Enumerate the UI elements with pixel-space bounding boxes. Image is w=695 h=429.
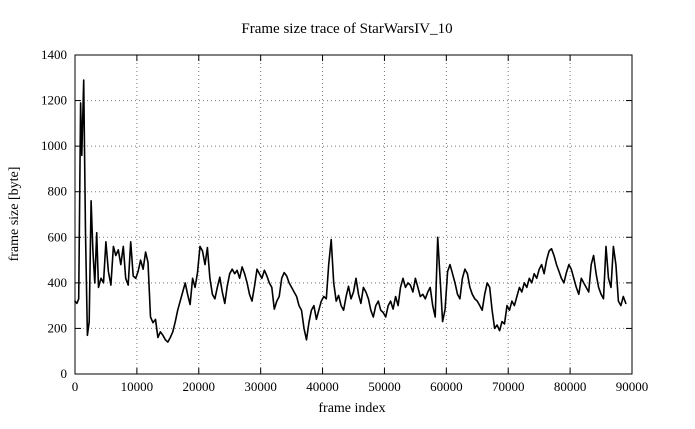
y-axis-label: frame size [byte]: [7, 167, 22, 262]
x-tick-labels: 0 10000 20000 30000 40000 50000 60000 70000 8000…: [72, 379, 649, 394]
svg-text:60000: 60000: [430, 379, 463, 394]
axis-ticks: [74, 54, 633, 375]
svg-text:20000: 20000: [183, 379, 216, 394]
svg-text:200: 200: [48, 320, 68, 335]
svg-text:0: 0: [72, 379, 79, 394]
grid-lines: [75, 55, 632, 374]
plot-border: [74, 54, 633, 375]
svg-text:50000: 50000: [368, 379, 401, 394]
svg-text:800: 800: [48, 184, 68, 199]
svg-text:1200: 1200: [41, 93, 67, 108]
chart-title: Frame size trace of StarWarsIV_10: [241, 21, 452, 37]
data-trace: [74, 79, 627, 343]
svg-text:10000: 10000: [121, 379, 154, 394]
svg-text:0: 0: [61, 366, 68, 381]
svg-text:90000: 90000: [616, 379, 649, 394]
y-tick-labels: 0 200 400 600 800 1000 1200 1400: [41, 47, 67, 381]
svg-text:1400: 1400: [41, 47, 67, 62]
svg-text:1000: 1000: [41, 138, 67, 153]
svg-text:80000: 80000: [554, 379, 587, 394]
svg-text:30000: 30000: [244, 379, 277, 394]
svg-text:70000: 70000: [492, 379, 525, 394]
svg-text:600: 600: [48, 229, 68, 244]
svg-text:40000: 40000: [306, 379, 339, 394]
x-axis-label: frame index: [318, 401, 385, 416]
svg-text:400: 400: [48, 275, 68, 290]
